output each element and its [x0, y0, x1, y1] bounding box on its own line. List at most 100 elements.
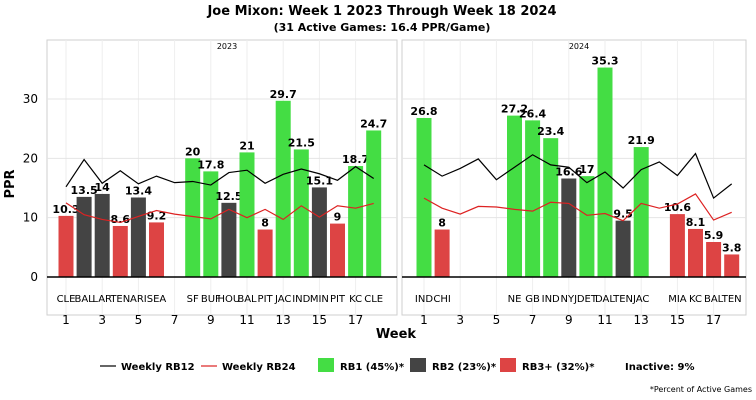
- x-tick-label: 17: [706, 313, 721, 327]
- x-tick-label: 11: [597, 313, 612, 327]
- bar: [434, 229, 450, 277]
- bar: [239, 152, 255, 277]
- bar-value-label: 21.5: [288, 136, 315, 149]
- footnote: *Percent of Active Games: [650, 385, 752, 394]
- x-tick-label: 7: [529, 313, 537, 327]
- opponent-label: TEN: [109, 294, 130, 305]
- bar: [130, 197, 146, 277]
- bar: [525, 120, 541, 277]
- x-tick-label: 9: [207, 313, 215, 327]
- opponent-label: DET: [577, 294, 598, 305]
- y-tick-label: 20: [23, 151, 38, 165]
- x-tick-label: 15: [670, 313, 685, 327]
- x-tick-label: 3: [456, 313, 464, 327]
- bar: [633, 147, 649, 277]
- bar: [669, 214, 685, 277]
- bar-value-label: 8.6: [111, 213, 131, 226]
- opponent-label: CHI: [433, 294, 450, 305]
- bar: [579, 176, 595, 277]
- bar-value-label: 8: [261, 217, 269, 230]
- y-axis-label: PPR: [3, 169, 18, 198]
- bar: [688, 228, 703, 277]
- bar: [416, 117, 432, 277]
- rb12-line: [423, 152, 733, 200]
- x-tick-label: 1: [420, 313, 428, 327]
- x-tick-label: 17: [348, 313, 363, 327]
- bar-value-label: 8.1: [686, 216, 706, 229]
- opponent-label: NE: [508, 294, 522, 305]
- rb24-line: [65, 202, 374, 224]
- bar-value-label: 10.3: [52, 203, 79, 216]
- bar-value-label: 10.6: [664, 201, 691, 214]
- bar: [203, 171, 219, 277]
- bar: [112, 225, 128, 277]
- opponent-label: SF: [187, 294, 199, 305]
- bar-value-label: 17: [579, 163, 594, 176]
- bar-value-label: 9.5: [613, 208, 633, 221]
- y-tick-label: 0: [30, 270, 38, 284]
- bar: [561, 178, 577, 277]
- bar-value-label: 21: [239, 139, 254, 152]
- bar: [615, 220, 631, 277]
- opponent-label: DAL: [595, 294, 615, 305]
- bar: [507, 115, 522, 277]
- x-tick-label: 7: [171, 313, 179, 327]
- x-tick-label: 1: [62, 313, 70, 327]
- bar-value-label: 24.7: [360, 117, 387, 130]
- bar: [293, 149, 309, 277]
- bar-value-label: 29.7: [270, 88, 297, 101]
- x-tick-label: 9: [565, 313, 573, 327]
- opponent-label: NYJ: [561, 294, 578, 305]
- legend-rb2-label: RB2 (23%)*: [432, 362, 497, 373]
- bar: [275, 100, 291, 277]
- bar: [58, 215, 74, 277]
- bar-value-label: 15.1: [306, 174, 333, 187]
- bar-value-label: 23.4: [537, 125, 564, 138]
- opponent-label: IND: [415, 294, 433, 305]
- legend-rb3-label: RB3+ (32%)*: [522, 362, 595, 373]
- panel-2023: 202310.3CLE13.5BAL14LAR8.6TEN13.4ARI9.2S…: [46, 39, 398, 327]
- opponent-label: HOU: [218, 294, 241, 305]
- opponent-label: BUF: [201, 294, 221, 305]
- bar: [311, 187, 327, 277]
- bar-value-label: 21.9: [628, 134, 655, 147]
- opponent-label: TEN: [612, 294, 633, 305]
- y-tick-label: 10: [23, 211, 38, 225]
- legend: Weekly RB12 Weekly RB24 RB1 (45%)* RB2 (…: [100, 358, 694, 373]
- legend-rb2-swatch: [410, 358, 426, 372]
- panel-2024: 2024 26.8 IND 8 CHI 27.2 NE 26.4 GB 23.4 IND 16.6 NY…: [401, 39, 747, 327]
- bar: [149, 222, 164, 277]
- x-tick-label: 13: [276, 313, 291, 327]
- x-tick-label: 11: [239, 313, 254, 327]
- opponent-label: JAC: [632, 294, 649, 305]
- legend-rb1-label: RB1 (45%)*: [340, 362, 405, 373]
- x-tick-label: 3: [98, 313, 106, 327]
- opponent-label: BAL: [74, 294, 94, 305]
- x-axis-label: Week: [376, 327, 417, 342]
- opponent-label: BAL: [237, 294, 257, 305]
- bar-value-label: 12.5: [215, 190, 242, 203]
- bar: [348, 166, 364, 277]
- bar-value-label: 3.8: [722, 241, 742, 254]
- opponent-label: ARI: [130, 294, 147, 305]
- bar: [221, 202, 237, 277]
- x-tick-label: 15: [312, 313, 327, 327]
- legend-rb12-label: Weekly RB12: [121, 362, 195, 373]
- opponent-label: MIN: [310, 294, 329, 305]
- bar: [257, 229, 273, 277]
- panel-year-label: 2023: [217, 42, 237, 51]
- bar-value-label: 8: [438, 217, 446, 230]
- bar: [706, 241, 722, 277]
- legend-rb1-swatch: [318, 358, 334, 372]
- opponent-label: SEA: [147, 294, 167, 305]
- bar-value-label: 16.6: [555, 166, 582, 179]
- panel-year-label: 2024: [569, 42, 589, 51]
- opponent-label: MIA: [668, 294, 687, 305]
- bar-value-label: 26.4: [519, 107, 546, 120]
- opponent-label: IND: [292, 294, 310, 305]
- opponent-label: GB: [525, 294, 540, 305]
- bar-value-label: 14: [95, 181, 111, 194]
- legend-rb24-label: Weekly RB24: [222, 362, 296, 373]
- bar: [330, 223, 345, 277]
